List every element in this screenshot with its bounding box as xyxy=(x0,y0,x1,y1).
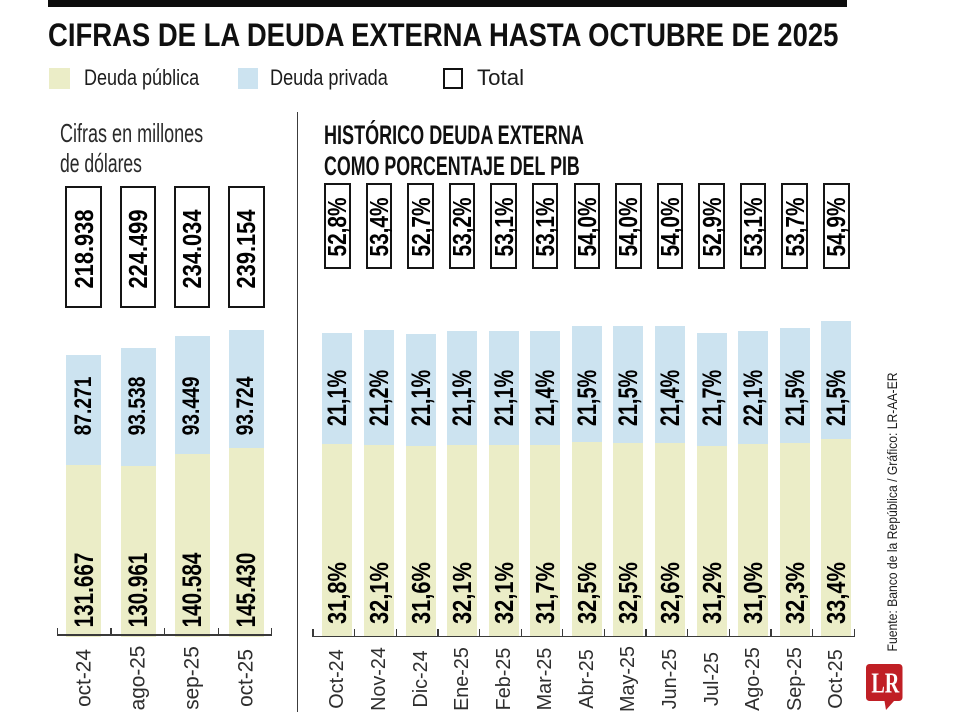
svg-text:LR: LR xyxy=(871,668,899,699)
